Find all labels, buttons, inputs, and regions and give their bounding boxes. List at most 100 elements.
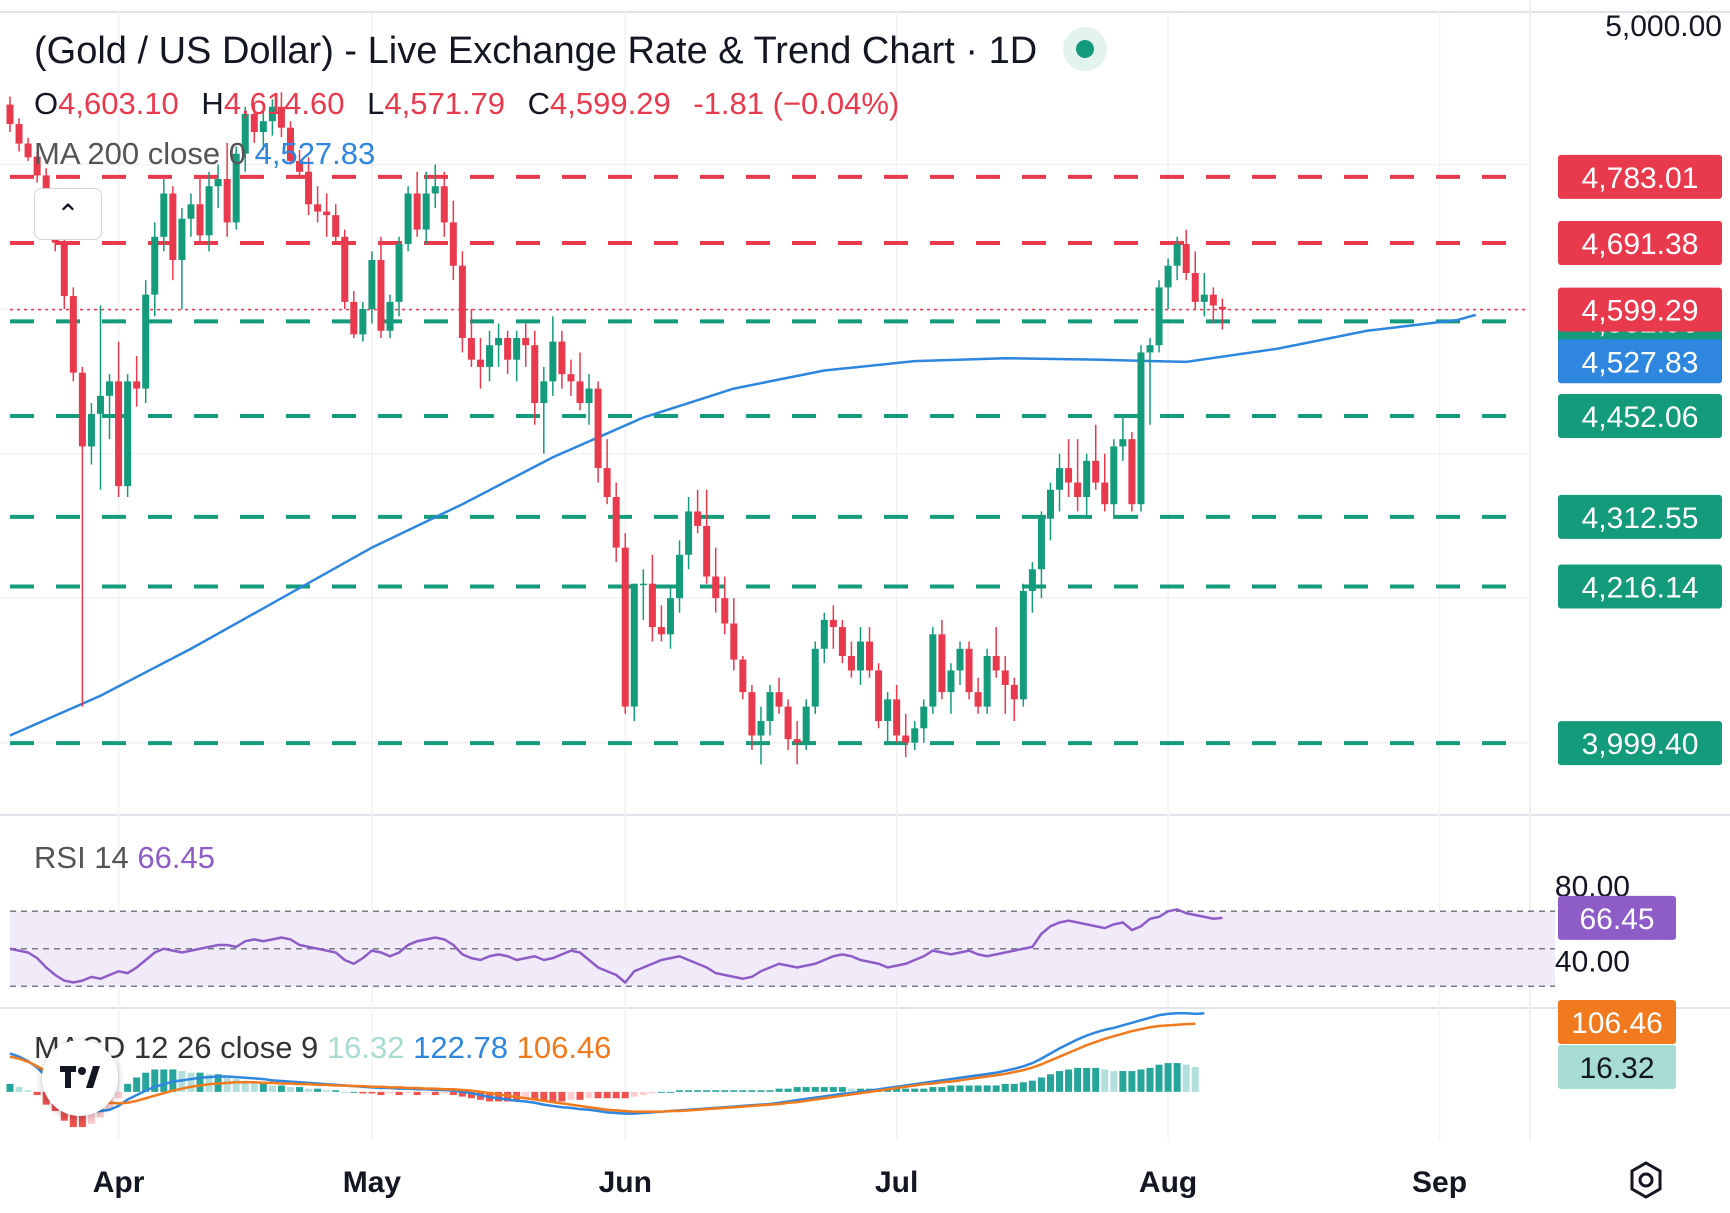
candle-body	[585, 388, 593, 404]
candle	[540, 366, 548, 454]
candle-body	[992, 656, 1000, 671]
level-label-text: 4,691.38	[1582, 228, 1699, 261]
candle	[757, 706, 765, 765]
candle-body	[540, 381, 548, 404]
close-value: 4,599.29	[550, 86, 671, 121]
candle-body	[404, 193, 412, 245]
candle-body	[974, 692, 982, 707]
candle	[947, 663, 955, 714]
macd-hist-bar	[856, 1088, 864, 1092]
price-axis-labels: 4,783.014,691.384,582.964,452.064,312.55…	[1558, 10, 1722, 766]
candle-body	[467, 338, 475, 360]
macd-hist-bar	[1110, 1071, 1118, 1092]
candle	[893, 684, 901, 743]
level-label-text: 4,312.55	[1582, 502, 1699, 535]
candle-body	[893, 699, 901, 736]
candle	[1019, 583, 1027, 707]
candle	[1001, 656, 1009, 714]
candle	[739, 656, 747, 700]
candle-body	[458, 265, 466, 338]
macd-hist-bar	[938, 1087, 946, 1092]
candle-body	[1119, 439, 1127, 447]
tradingview-logo[interactable]	[42, 1040, 118, 1116]
candle-body	[730, 623, 738, 660]
candle	[630, 583, 638, 722]
candle-body	[341, 236, 349, 302]
candle-body	[685, 511, 693, 555]
candle-body	[1046, 489, 1054, 519]
candle-body	[1028, 569, 1036, 591]
candle	[522, 323, 530, 367]
candle	[956, 641, 964, 685]
candle	[983, 648, 991, 714]
candle	[594, 381, 602, 483]
macd-hist-bar	[160, 1069, 168, 1092]
macd-hist-bar	[467, 1091, 475, 1099]
macd-hist-bar	[1065, 1069, 1073, 1092]
candle-body	[558, 341, 566, 375]
candle-body	[214, 179, 222, 187]
macd-legend[interactable]: MACD 12 26 close 9 16.32 122.78 106.46	[34, 1030, 611, 1066]
candle-body	[1001, 670, 1009, 685]
rsi-label: RSI 14	[34, 840, 129, 875]
candle-body	[531, 345, 539, 404]
candle-body	[1083, 460, 1091, 497]
candle	[305, 157, 313, 216]
candle-body	[965, 648, 973, 693]
macd-hist-bar	[712, 1090, 720, 1092]
candle	[657, 605, 665, 642]
macd-hist-box	[1558, 1045, 1676, 1089]
settings-gear-icon[interactable]	[1626, 1160, 1666, 1200]
macd-hist-bar	[956, 1085, 964, 1092]
macd-hist-bar	[1028, 1080, 1036, 1092]
candle	[1037, 511, 1045, 599]
candle	[1065, 439, 1073, 497]
candle	[1128, 431, 1136, 512]
ohlc-legend: O4,603.10 H4,614.60 L4,571.79 C4,599.29 …	[34, 86, 913, 122]
rsi-legend[interactable]: RSI 14 66.45	[34, 840, 215, 876]
candle-body	[920, 706, 928, 729]
macd-signal-value: 106.46	[516, 1030, 612, 1065]
candle	[1137, 345, 1145, 512]
last-price-box	[1558, 287, 1722, 332]
candle	[404, 186, 412, 252]
candle-body	[377, 259, 385, 331]
level-label: 4,312.55	[1558, 494, 1722, 539]
ma-legend[interactable]: MA 200 close 0 4,527.83	[34, 136, 375, 172]
open-label: O	[34, 86, 59, 121]
candle-body	[1037, 518, 1045, 570]
level-label-box	[1558, 564, 1722, 609]
candle	[250, 103, 258, 143]
candle	[1101, 453, 1109, 512]
macd-hist-bar	[1173, 1063, 1181, 1092]
low-value: 4,571.79	[384, 86, 506, 121]
candle	[685, 497, 693, 570]
candle-body	[106, 381, 114, 396]
high-label: H	[201, 86, 224, 121]
candle-body	[884, 699, 892, 722]
level-label: 3,999.40	[1558, 721, 1722, 766]
x-tick-label: Sep	[1412, 1166, 1467, 1199]
macd-hist-bar	[305, 1088, 313, 1092]
macd-hist-bar	[124, 1083, 132, 1092]
level-label-box	[1558, 154, 1722, 199]
macd-hist-bar	[458, 1091, 466, 1097]
level-label-text: 4,783.01	[1582, 162, 1699, 195]
candle	[422, 171, 430, 245]
ma200-line	[9, 313, 1477, 737]
candle	[232, 146, 240, 230]
macd-hist-bar	[766, 1090, 774, 1092]
collapse-legend-button[interactable]: ⌃	[34, 188, 102, 240]
candle	[639, 569, 647, 620]
macd-value: 122.78	[413, 1030, 508, 1065]
candle	[96, 305, 104, 490]
macd-hist-bar	[703, 1090, 711, 1092]
candle	[268, 99, 276, 136]
candle	[703, 489, 711, 584]
macd-hist-bar	[142, 1072, 150, 1092]
candle-body	[296, 160, 304, 172]
macd-hist-bar	[187, 1072, 195, 1092]
macd-hist-bar	[1083, 1067, 1091, 1092]
